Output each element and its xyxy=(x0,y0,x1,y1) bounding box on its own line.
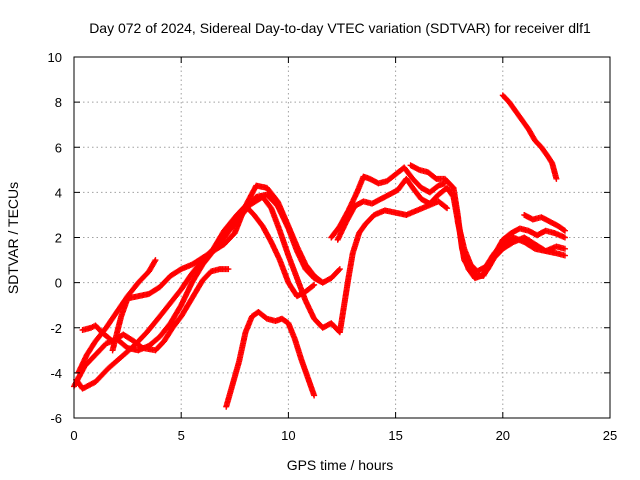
series-track-13 xyxy=(521,211,568,234)
data-point xyxy=(561,234,568,241)
x-axis-label: GPS time / hours xyxy=(287,457,394,473)
x-tick-label: 15 xyxy=(388,428,402,443)
data-point xyxy=(561,227,568,234)
data-point xyxy=(311,392,318,399)
y-axis-label: SDTVAR / TECUs xyxy=(5,182,21,294)
x-tick-label: 20 xyxy=(496,428,510,443)
y-tick-label: -2 xyxy=(50,321,62,336)
data-point xyxy=(311,281,318,288)
data-point xyxy=(310,282,317,289)
data-point xyxy=(225,266,232,273)
y-tick-label: 0 xyxy=(55,276,62,291)
series-track-4 xyxy=(79,266,232,354)
chart-title: Day 072 of 2024, Sidereal Day-to-day VTE… xyxy=(89,20,591,36)
x-tick-label: 25 xyxy=(603,428,617,443)
data-point xyxy=(335,267,342,274)
data-point xyxy=(442,204,449,211)
data-point xyxy=(561,252,568,259)
data-point xyxy=(444,205,451,212)
y-tick-label: 2 xyxy=(55,231,62,246)
grid xyxy=(74,57,610,418)
y-tick-label: 10 xyxy=(48,50,62,65)
series-layer xyxy=(71,92,568,410)
y-tick-label: 6 xyxy=(55,140,62,155)
data-point xyxy=(561,245,568,252)
data-point xyxy=(151,258,158,265)
series-track-7 xyxy=(248,193,451,336)
series-track-3 xyxy=(75,257,159,376)
x-tick-label: 5 xyxy=(178,428,185,443)
y-tick-label: 8 xyxy=(55,95,62,110)
y-tick-label: -4 xyxy=(50,366,62,381)
y-tick-label: 4 xyxy=(55,185,62,200)
x-tick-label: 0 xyxy=(70,428,77,443)
data-point xyxy=(336,266,343,273)
series-track-12 xyxy=(499,92,560,182)
data-point xyxy=(152,257,159,264)
y-tick-label: -6 xyxy=(50,411,62,426)
series-track-11 xyxy=(454,218,568,275)
data-point xyxy=(560,226,567,233)
x-tick-label: 10 xyxy=(281,428,295,443)
data-point xyxy=(553,175,560,182)
series-track-6 xyxy=(223,308,318,410)
ticks: 0 5 10 15 20 25 -6 -4 -2 0 2 4 6 8 10 xyxy=(48,50,618,443)
series-track-5 xyxy=(109,182,343,354)
